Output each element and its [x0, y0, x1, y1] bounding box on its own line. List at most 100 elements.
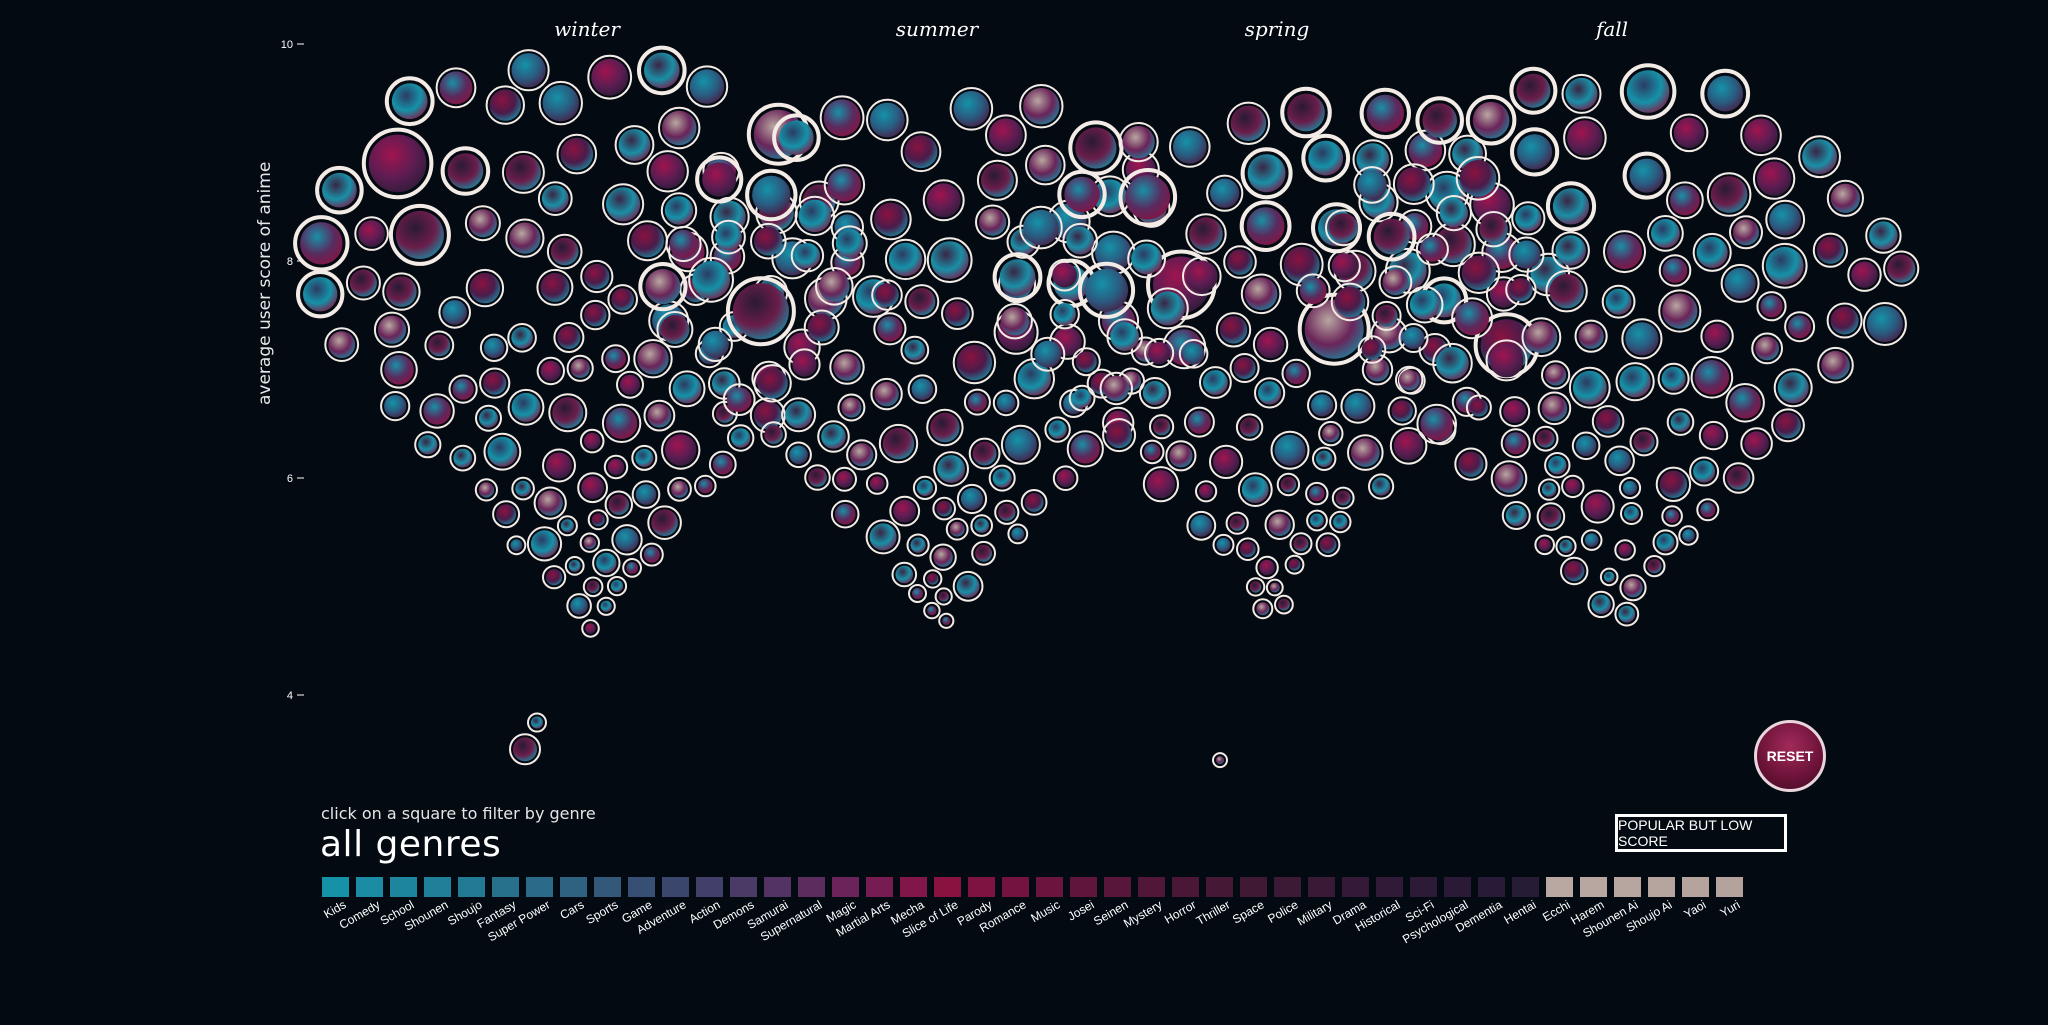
anime-bubble[interactable]	[537, 181, 573, 217]
anime-bubble[interactable]	[1465, 394, 1492, 421]
anime-bubble[interactable]	[354, 216, 389, 251]
anime-bubble[interactable]	[870, 377, 903, 411]
anime-bubble[interactable]	[688, 256, 734, 303]
anime-bubble[interactable]	[929, 543, 957, 571]
anime-bubble[interactable]	[388, 203, 451, 266]
anime-bubble[interactable]	[1457, 251, 1501, 294]
anime-bubble[interactable]	[878, 423, 919, 464]
anime-bubble[interactable]	[1475, 211, 1512, 248]
genre-square[interactable]	[628, 877, 655, 897]
anime-bubble[interactable]	[781, 397, 817, 433]
anime-bubble[interactable]	[661, 430, 701, 470]
anime-bubble[interactable]	[753, 364, 792, 403]
anime-bubble[interactable]	[904, 284, 940, 320]
anime-bubble[interactable]	[1587, 590, 1615, 619]
anime-bubble[interactable]	[1534, 534, 1555, 556]
genre-label[interactable]: Horror	[1162, 897, 1198, 926]
anime-bubble[interactable]	[1099, 371, 1134, 406]
anime-bubble[interactable]	[324, 327, 360, 363]
anime-bubble[interactable]	[1138, 377, 1171, 409]
anime-bubble[interactable]	[1044, 416, 1071, 443]
anime-bubble[interactable]	[611, 524, 643, 556]
anime-bubble[interactable]	[971, 540, 996, 566]
anime-bubble[interactable]	[1647, 215, 1684, 252]
anime-bubble[interactable]	[668, 370, 706, 408]
anime-bubble[interactable]	[1139, 439, 1165, 465]
genre-square[interactable]	[1274, 877, 1301, 897]
anime-bubble[interactable]	[424, 330, 455, 361]
anime-bubble[interactable]	[1847, 257, 1882, 292]
anime-bubble[interactable]	[631, 444, 658, 471]
anime-bubble[interactable]	[435, 67, 477, 109]
genre-square[interactable]	[730, 877, 757, 897]
anime-bubble[interactable]	[1146, 287, 1189, 330]
anime-bubble[interactable]	[1052, 465, 1079, 492]
anime-bubble[interactable]	[542, 448, 576, 483]
anime-bubble[interactable]	[1629, 427, 1659, 457]
anime-bubble[interactable]	[492, 500, 521, 529]
genre-label[interactable]: Hentai	[1501, 897, 1538, 926]
anime-bubble[interactable]	[1048, 258, 1081, 292]
anime-bubble[interactable]	[556, 515, 578, 537]
genre-square[interactable]	[560, 877, 587, 897]
genre-square[interactable]	[1104, 877, 1131, 897]
anime-bubble[interactable]	[1465, 94, 1517, 146]
anime-bubble[interactable]	[803, 309, 840, 346]
anime-bubble[interactable]	[1392, 163, 1435, 206]
anime-bubble[interactable]	[1720, 263, 1760, 303]
anime-bubble[interactable]	[1451, 297, 1494, 340]
anime-bubble[interactable]	[884, 238, 927, 281]
anime-bubble[interactable]	[1215, 312, 1252, 348]
anime-bubble[interactable]	[1270, 430, 1310, 470]
anime-bubble[interactable]	[546, 233, 583, 270]
anime-bubble[interactable]	[1622, 151, 1671, 200]
anime-bubble[interactable]	[815, 267, 854, 306]
anime-bubble[interactable]	[1658, 289, 1702, 333]
anime-bubble[interactable]	[1740, 427, 1773, 460]
anime-bubble[interactable]	[1229, 353, 1260, 383]
anime-bubble[interactable]	[1327, 249, 1361, 283]
anime-bubble[interactable]	[1225, 511, 1249, 535]
anime-bubble[interactable]	[1185, 213, 1227, 255]
anime-bubble[interactable]	[638, 262, 688, 312]
anime-bubble[interactable]	[1655, 466, 1692, 502]
anime-bubble[interactable]	[1007, 523, 1029, 545]
anime-bubble[interactable]	[908, 584, 927, 603]
anime-bubble[interactable]	[601, 403, 642, 443]
anime-bubble[interactable]	[1454, 447, 1488, 481]
anime-bubble[interactable]	[566, 593, 592, 619]
anime-bubble[interactable]	[483, 432, 522, 471]
anime-bubble[interactable]	[963, 388, 991, 416]
anime-bubble[interactable]	[1389, 427, 1428, 465]
anime-bubble[interactable]	[695, 155, 744, 204]
anime-bubble[interactable]	[1619, 574, 1647, 602]
anime-bubble[interactable]	[708, 450, 737, 479]
anime-bubble[interactable]	[1019, 205, 1063, 250]
anime-bubble[interactable]	[1545, 181, 1597, 232]
anime-bubble[interactable]	[1551, 231, 1590, 270]
anime-bubble[interactable]	[507, 323, 537, 353]
anime-bubble[interactable]	[449, 444, 477, 472]
anime-bubble[interactable]	[1661, 505, 1683, 527]
anime-bubble[interactable]	[772, 113, 821, 162]
anime-bubble[interactable]	[1580, 529, 1603, 551]
anime-bubble[interactable]	[566, 354, 594, 382]
anime-bubble[interactable]	[1206, 174, 1244, 212]
anime-bubble[interactable]	[870, 198, 912, 241]
anime-bubble[interactable]	[1118, 168, 1178, 227]
anime-bubble[interactable]	[1186, 510, 1217, 541]
genre-square[interactable]	[832, 877, 859, 897]
anime-bubble[interactable]	[464, 205, 501, 242]
anime-bubble[interactable]	[1883, 250, 1920, 287]
genre-square[interactable]	[1376, 877, 1403, 897]
genre-square[interactable]	[900, 877, 927, 897]
anime-bubble[interactable]	[1865, 217, 1902, 254]
anime-bubble[interactable]	[945, 517, 969, 541]
genre-square[interactable]	[1580, 877, 1607, 897]
anime-bubble[interactable]	[658, 106, 701, 150]
anime-bubble[interactable]	[1415, 232, 1449, 266]
anime-bubble[interactable]	[380, 351, 418, 389]
anime-bubble[interactable]	[1127, 239, 1166, 279]
anime-bubble[interactable]	[627, 220, 668, 262]
anime-bubble[interactable]	[1615, 362, 1655, 402]
